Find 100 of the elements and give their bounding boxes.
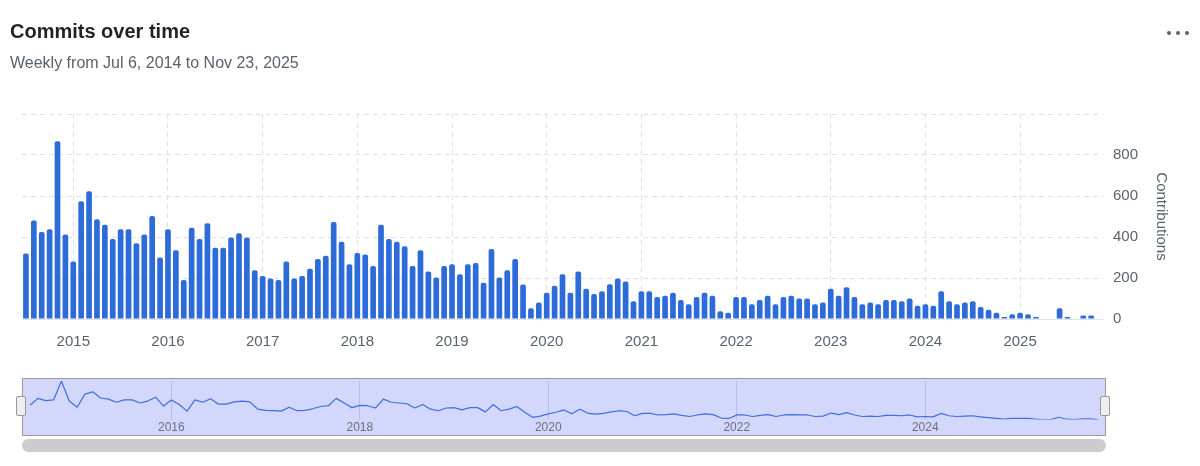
bar <box>599 291 605 319</box>
bar <box>449 264 455 319</box>
bar <box>859 304 866 319</box>
bar <box>322 255 329 319</box>
bar <box>362 254 369 319</box>
bar <box>638 291 645 319</box>
bar <box>23 253 29 319</box>
bar <box>378 224 384 319</box>
bar <box>283 261 290 319</box>
bar <box>906 298 913 319</box>
x-tick-label: 2015 <box>56 332 90 350</box>
y-tick-label: 0 <box>1112 309 1122 327</box>
x-tick-label: 2025 <box>1003 332 1037 350</box>
bar <box>749 304 755 319</box>
bar <box>86 191 92 319</box>
bar <box>173 250 179 319</box>
bar <box>109 239 116 319</box>
bar <box>393 241 400 319</box>
bar <box>662 295 668 319</box>
chart-title: Commits over time <box>10 20 191 43</box>
bar <box>512 258 518 319</box>
bar <box>464 264 471 319</box>
x-tick-label: 2022 <box>723 420 751 435</box>
bar <box>678 299 684 319</box>
bar <box>670 292 676 319</box>
bar <box>772 304 779 319</box>
bar <box>954 304 960 319</box>
bar <box>567 292 574 319</box>
chart-subtitle: Weekly from Jul 6, 2014 to Nov 23, 2025 <box>10 54 299 72</box>
bar <box>922 304 929 319</box>
bar <box>259 275 266 319</box>
y-tick-label: 200 <box>1112 268 1138 286</box>
bar <box>441 266 447 319</box>
bar <box>875 304 881 319</box>
bar <box>236 233 242 319</box>
bar <box>867 302 874 319</box>
bar <box>520 284 526 319</box>
bar <box>891 299 897 319</box>
bar <box>496 277 503 319</box>
bar <box>883 299 889 319</box>
x-tick-label: 2019 <box>435 332 469 350</box>
bar <box>796 298 803 319</box>
bar <box>157 257 163 319</box>
bar <box>804 298 810 319</box>
bar <box>946 301 952 319</box>
bar <box>709 295 716 319</box>
bar <box>315 258 321 319</box>
bar <box>94 219 100 319</box>
x-tick-label: 2021 <box>624 332 659 350</box>
bar <box>820 302 826 319</box>
bar <box>654 297 661 319</box>
y-tick-label: 400 <box>1112 227 1138 245</box>
bar <box>835 295 842 319</box>
bar <box>38 231 45 319</box>
x-tick-label: 2023 <box>814 332 848 350</box>
bar <box>212 247 219 319</box>
y-tick-label: 800 <box>1112 145 1138 163</box>
bar <box>504 270 511 319</box>
bar <box>70 261 77 319</box>
y-axis-title: Contributions <box>1153 172 1171 261</box>
bar <box>354 252 361 319</box>
bar <box>220 247 227 319</box>
bar <box>827 288 834 319</box>
bar <box>685 304 692 319</box>
bar <box>591 293 597 319</box>
bar <box>244 237 250 319</box>
bar <box>969 301 976 319</box>
bar <box>614 278 621 319</box>
bar <box>401 246 408 319</box>
bar <box>535 302 542 319</box>
bar <box>433 277 440 319</box>
bar <box>551 285 558 319</box>
bar <box>141 234 148 319</box>
x-tick-label: 2017 <box>245 332 280 350</box>
bar <box>646 291 653 319</box>
bar <box>575 271 582 319</box>
x-tick-label: 2018 <box>340 332 375 350</box>
bar <box>457 274 463 319</box>
bar <box>330 222 337 319</box>
x-tick-label: 2024 <box>911 420 939 435</box>
bar <box>693 297 700 319</box>
bar <box>630 301 637 319</box>
y-tick-label: 600 <box>1112 186 1138 204</box>
x-tick-label: 2024 <box>908 332 943 350</box>
bar <box>472 263 479 319</box>
bar <box>764 295 771 319</box>
bar <box>843 287 850 319</box>
bar <box>851 297 858 319</box>
x-tick-label: 2020 <box>534 420 562 435</box>
bar <box>180 280 187 319</box>
bar <box>228 237 234 319</box>
bar <box>31 220 37 319</box>
bar <box>583 288 589 319</box>
bar <box>165 229 171 319</box>
bar <box>78 201 85 319</box>
bar <box>102 224 108 319</box>
bar <box>543 292 550 319</box>
bar <box>606 284 613 319</box>
bar <box>938 291 945 319</box>
bar <box>149 216 156 319</box>
